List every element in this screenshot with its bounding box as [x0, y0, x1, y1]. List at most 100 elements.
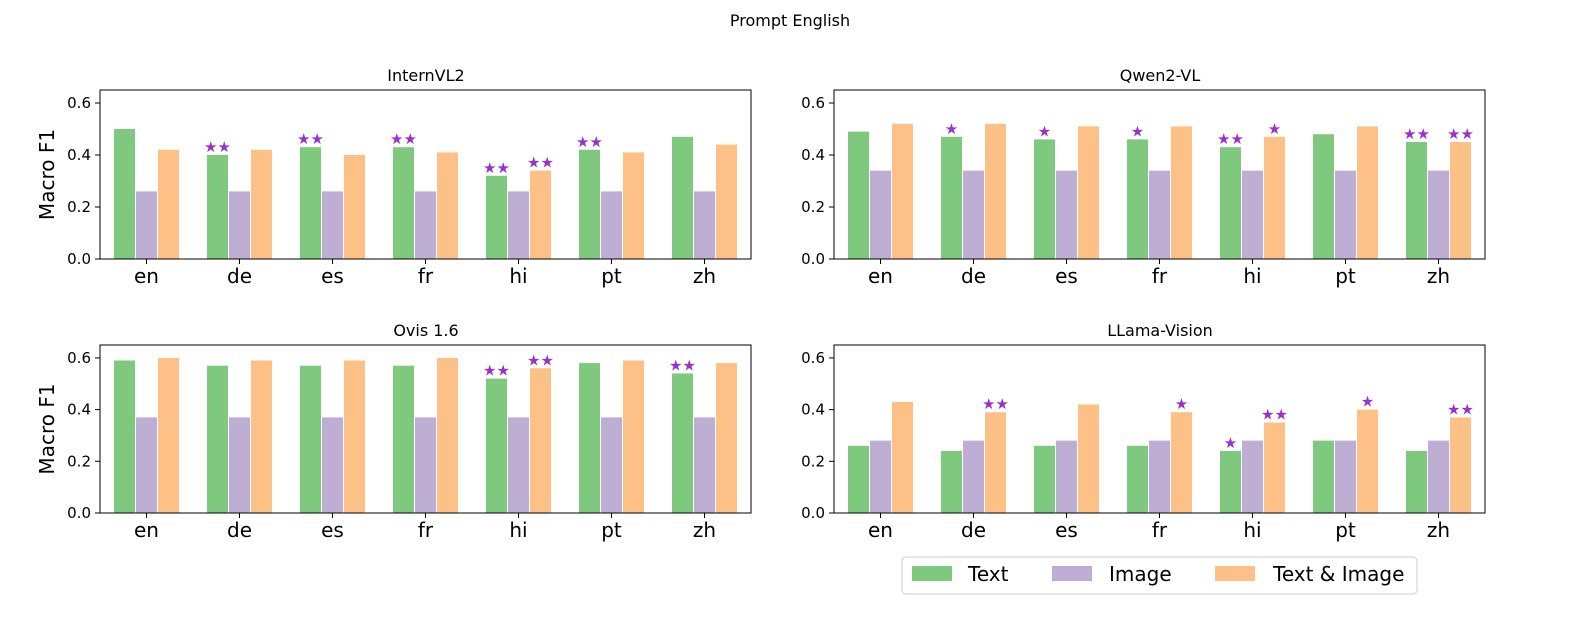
bar-image-zh: [694, 191, 715, 259]
x-tick-label: es: [321, 264, 344, 288]
bar-text-de: [207, 365, 228, 513]
panel-llama-vision: LLama-Vision 0.00.20.40.6en★★de es★fr★★★h…: [801, 321, 1486, 542]
bar-text-image-hi: [530, 170, 551, 259]
bar-image-hi: [1242, 170, 1263, 259]
x-tick-label: pt: [1335, 264, 1356, 288]
bar-text-en: [848, 445, 869, 513]
legend-swatch-text-image: [1215, 566, 1255, 581]
bar-image-pt: [601, 191, 622, 259]
legend-frame: [901, 556, 1418, 595]
panel-title: Qwen2-VL: [1120, 66, 1201, 85]
y-tick-label: 0.6: [67, 94, 91, 112]
bar-image-de: [963, 440, 984, 513]
x-tick-label: hi: [509, 518, 527, 542]
bar-text-de: [941, 136, 962, 259]
significance-stars: ★★: [1217, 130, 1244, 148]
bar-text-image-fr: [1171, 126, 1192, 260]
bar-text-image-hi: [1264, 422, 1285, 513]
x-tick-label: es: [321, 518, 344, 542]
bar-image-zh: [1428, 170, 1449, 259]
y-tick-label: 0.0: [801, 504, 825, 522]
plot-area: 0.0 0.2 0.4 0.6 en de es fr ★★ ★★ hi pt ★★ zh: [67, 344, 752, 542]
y-axis-label: Macro F1: [35, 129, 59, 220]
bar-text-image-es: [1078, 404, 1099, 513]
x-tick-label: fr: [418, 518, 434, 542]
significance-stars: ★: [1268, 120, 1281, 138]
bar-text-zh: [1406, 142, 1427, 259]
x-tick-label: en: [134, 264, 159, 288]
significance-stars: ★★: [527, 351, 554, 369]
bar-text-image-es: [344, 155, 365, 259]
x-tick-label: zh: [693, 264, 716, 288]
bar-image-de: [229, 191, 250, 259]
x-tick-label: pt: [601, 518, 622, 542]
x-tick-label: de: [227, 264, 252, 288]
bar-text-pt: [1313, 440, 1334, 513]
bar-text-image-pt: [623, 152, 644, 259]
bar-image-pt: [601, 417, 622, 513]
panel-ovis-1-6: Ovis 1.6 Macro F1 0.0 0.2 0.4 0.6 en de es fr ★★…: [35, 321, 752, 542]
bar-text-zh: [672, 373, 693, 513]
legend: Text Image Text & Image: [901, 556, 1418, 595]
y-tick-label: 0.2: [801, 452, 825, 470]
significance-stars: ★★: [1403, 125, 1430, 143]
bar-text-en: [848, 131, 869, 259]
significance-stars: ★: [945, 120, 958, 138]
y-tick-label: 0.2: [67, 198, 91, 216]
bar-image-pt: [1335, 170, 1356, 259]
x-tick-label: pt: [601, 264, 622, 288]
bar-image-fr: [1149, 440, 1170, 513]
x-tick-label: de: [961, 518, 986, 542]
bar-image-de: [229, 417, 250, 513]
x-tick-label: fr: [1152, 518, 1168, 542]
bar-text-en: [114, 129, 135, 259]
bar-text-image-de: [251, 360, 272, 513]
bar-image-fr: [1149, 170, 1170, 259]
figure-suptitle: Prompt English: [730, 11, 850, 30]
x-tick-label: zh: [1427, 518, 1450, 542]
bar-image-en: [870, 170, 891, 259]
bar-text-image-hi: [1264, 136, 1285, 259]
bar-image-en: [136, 417, 157, 513]
bar-text-image-de: [985, 123, 1006, 259]
y-tick-label: 0.4: [67, 401, 91, 419]
axes-frame: [99, 89, 752, 260]
x-tick-label: zh: [1427, 264, 1450, 288]
bar-text-zh: [1406, 450, 1427, 513]
significance-stars: ★★: [1447, 125, 1474, 143]
y-tick-label: 0.4: [67, 146, 91, 164]
x-tick-label: en: [134, 518, 159, 542]
significance-stars: ★★: [297, 130, 324, 148]
y-tick-label: 0.6: [801, 349, 825, 367]
significance-stars: ★★: [1447, 400, 1474, 418]
bar-text-pt: [1313, 134, 1334, 259]
bar-text-fr: [393, 147, 414, 259]
bar-text-image-zh: [1450, 142, 1471, 259]
bar-text-es: [300, 365, 321, 513]
bar-text-hi: [486, 378, 507, 513]
bar-image-de: [963, 170, 984, 259]
bar-text-hi: [486, 175, 507, 259]
significance-stars: ★★: [390, 130, 417, 148]
y-tick-label: 0.4: [801, 401, 825, 419]
bar-text-zh: [672, 136, 693, 259]
bar-text-image-en: [158, 149, 179, 259]
panel-title: InternVL2: [387, 66, 464, 85]
bar-text-image-zh: [1450, 417, 1471, 513]
significance-stars: ★: [1224, 434, 1237, 452]
x-tick-label: hi: [1243, 264, 1261, 288]
bar-text-es: [1034, 139, 1055, 259]
bar-text-image-fr: [437, 152, 458, 259]
significance-stars: ★★: [1261, 406, 1288, 424]
plot-area: 0.0 0.2 0.4 0.6 en ★★ de ★★ es ★★ fr ★★ ★★ hi ★★ pt zh: [67, 89, 752, 288]
bar-text-image-de: [251, 149, 272, 259]
bar-text-image-es: [344, 360, 365, 513]
panel-title: Ovis 1.6: [393, 321, 458, 340]
axes-frame: [833, 344, 1486, 514]
bar-text-image-fr: [437, 357, 458, 513]
bar-text-fr: [1127, 139, 1148, 259]
x-tick-label: hi: [509, 264, 527, 288]
significance-stars: ★: [1038, 122, 1051, 140]
significance-stars: ★: [1361, 393, 1374, 411]
